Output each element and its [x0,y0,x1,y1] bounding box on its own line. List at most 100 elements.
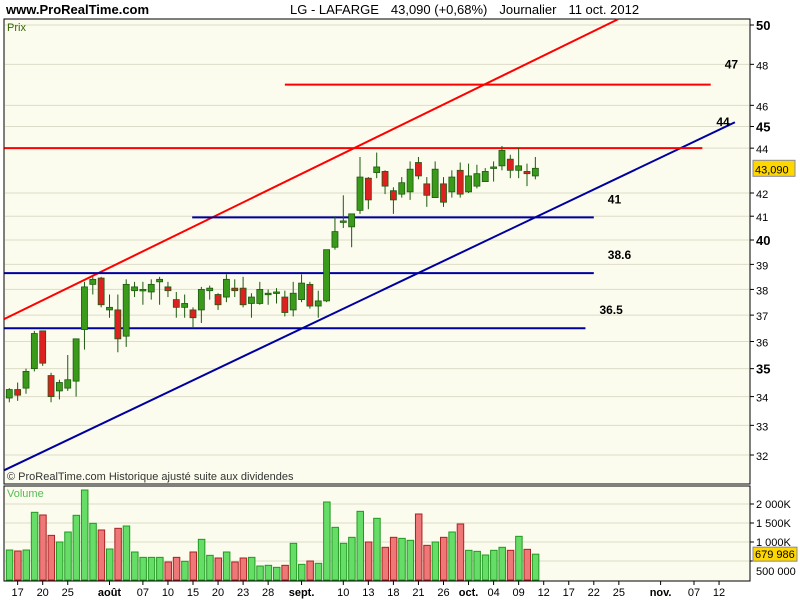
candle-body [47,375,55,397]
x-tick-label: 12 [713,587,725,599]
x-tick-label: 12 [538,587,550,599]
volume-bar [389,536,398,581]
symbol: LG - LAFARGE [290,2,379,17]
volume-bar [64,531,72,581]
volume-bar [131,551,139,581]
candle-body [423,183,431,196]
x-tick-label: 15 [187,587,199,599]
x-tick-label: 17 [12,587,24,599]
volume-bar [30,511,39,581]
volume-bar [256,565,264,581]
volume-bar [72,514,81,581]
volume-bar [356,510,364,581]
volume-bar [222,551,231,581]
y-tick-label: 37 [756,311,768,323]
y-tick-label: 45 [756,120,770,135]
price-panel-label: Prix [7,22,26,34]
volume-bar [273,566,281,581]
volume-bar [97,529,106,581]
trend-line [3,18,619,320]
volume-bar [106,548,114,581]
y-tick-label: 33 [756,421,768,433]
volume-bar [448,531,456,581]
candle-body [222,278,230,298]
x-tick-label: 22 [588,587,600,599]
candle-body [22,371,30,389]
candle-body [231,287,239,292]
y-tick-label: 44 [756,144,768,156]
volume-bar [5,549,14,581]
volume-panel-label: Volume [7,488,44,500]
y-tick-label: 41 [756,212,768,224]
candle-body [490,166,498,169]
candle-body [481,171,489,182]
volume-bar [281,564,289,581]
volume-bar [306,560,314,581]
candle-body [256,289,264,304]
volume-bar [406,539,415,581]
volume-bar [55,541,64,581]
volume-bar [122,525,131,581]
volume-bar [181,560,189,581]
y-tick-label: 46 [756,101,768,113]
candle-body [298,282,305,301]
volume-bar [22,549,30,581]
volume-bar [473,550,481,581]
volume-bar [481,554,490,581]
volume-bar [172,556,181,581]
candle-body [389,190,397,201]
volume-bar [139,556,147,581]
x-tick-label: 18 [387,587,399,599]
y-tick-label: 32 [756,451,768,463]
volume-bar [414,513,423,581]
candle-body [415,162,422,177]
candle-body [331,231,339,248]
volume-bar [39,514,47,581]
candle-body [339,220,347,223]
x-tick-label: 20 [37,587,49,599]
last-price-badge [752,159,796,177]
candle-body [398,182,406,195]
candle-body [264,292,272,296]
volume-tick-label: 1 000K [756,537,792,549]
volume-bar [214,557,223,581]
y-tick-label: 35 [756,362,770,377]
candle-body [122,283,130,337]
candle-body [531,167,539,177]
volume-bar [206,554,214,581]
candle-body [289,292,297,311]
volume-bar [339,542,348,581]
level-label: 36.5 [599,303,623,317]
y-tick-label: 48 [756,60,768,72]
chart-header: LG - LAFARGE 43,090 (+0,68%) Journalier … [290,2,639,17]
candle-body [448,176,456,193]
candle-body [206,287,214,292]
candle-body [97,277,105,306]
volume-bar [114,527,122,581]
x-tick-label: 09 [513,587,525,599]
volume-bar [264,564,273,581]
candle-body [406,168,414,193]
y-tick-label: 39 [756,260,768,272]
volume-bar [289,542,298,581]
level-label: 44 [716,115,730,129]
last-volume-badge [752,546,798,562]
volume-bar [231,561,239,581]
level-label: 41 [608,192,622,206]
y-tick-label: 50 [756,18,770,33]
candle-body [147,283,155,293]
footer-note: © ProRealTime.com Historique ajusté suit… [7,471,294,483]
candle-body [506,158,514,171]
x-tick-label: 13 [362,587,374,599]
candle-body [348,213,356,228]
candle-body [281,296,289,313]
candle-body [314,300,322,307]
x-tick-label: 21 [412,587,424,599]
x-tick-label: nov. [650,587,672,599]
candle-body [5,389,13,399]
volume-bar [523,548,531,581]
candle-body [364,177,372,201]
site-name[interactable]: www.ProRealTime.com [6,2,150,17]
volume-tick-label: 500 000 [756,566,796,578]
